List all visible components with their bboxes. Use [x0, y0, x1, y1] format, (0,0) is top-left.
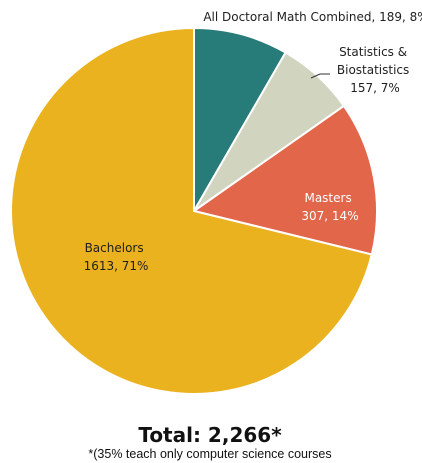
- slice-label-bachelors: Bachelors 1613, 71%: [84, 241, 149, 273]
- pie-slices: [10, 26, 378, 395]
- total-label: Total: 2,266*: [138, 423, 282, 447]
- slice-masters: [191, 104, 378, 256]
- slice-doctoral: [193, 26, 287, 215]
- slice-bachelors: [10, 26, 373, 395]
- slice-labels: All Doctoral Math Combined, 189, 8% Stat…: [84, 10, 422, 273]
- footnote: *(35% teach only computer science course…: [88, 447, 331, 461]
- slice-label-masters: Masters 307, 14%: [301, 191, 358, 223]
- leader-line-statistics-2: [310, 73, 321, 79]
- slice-label-statistics: Statistics & Biostatistics 157, 7%: [337, 45, 413, 95]
- slice-label-doctoral: All Doctoral Math Combined, 189, 8%: [203, 10, 422, 24]
